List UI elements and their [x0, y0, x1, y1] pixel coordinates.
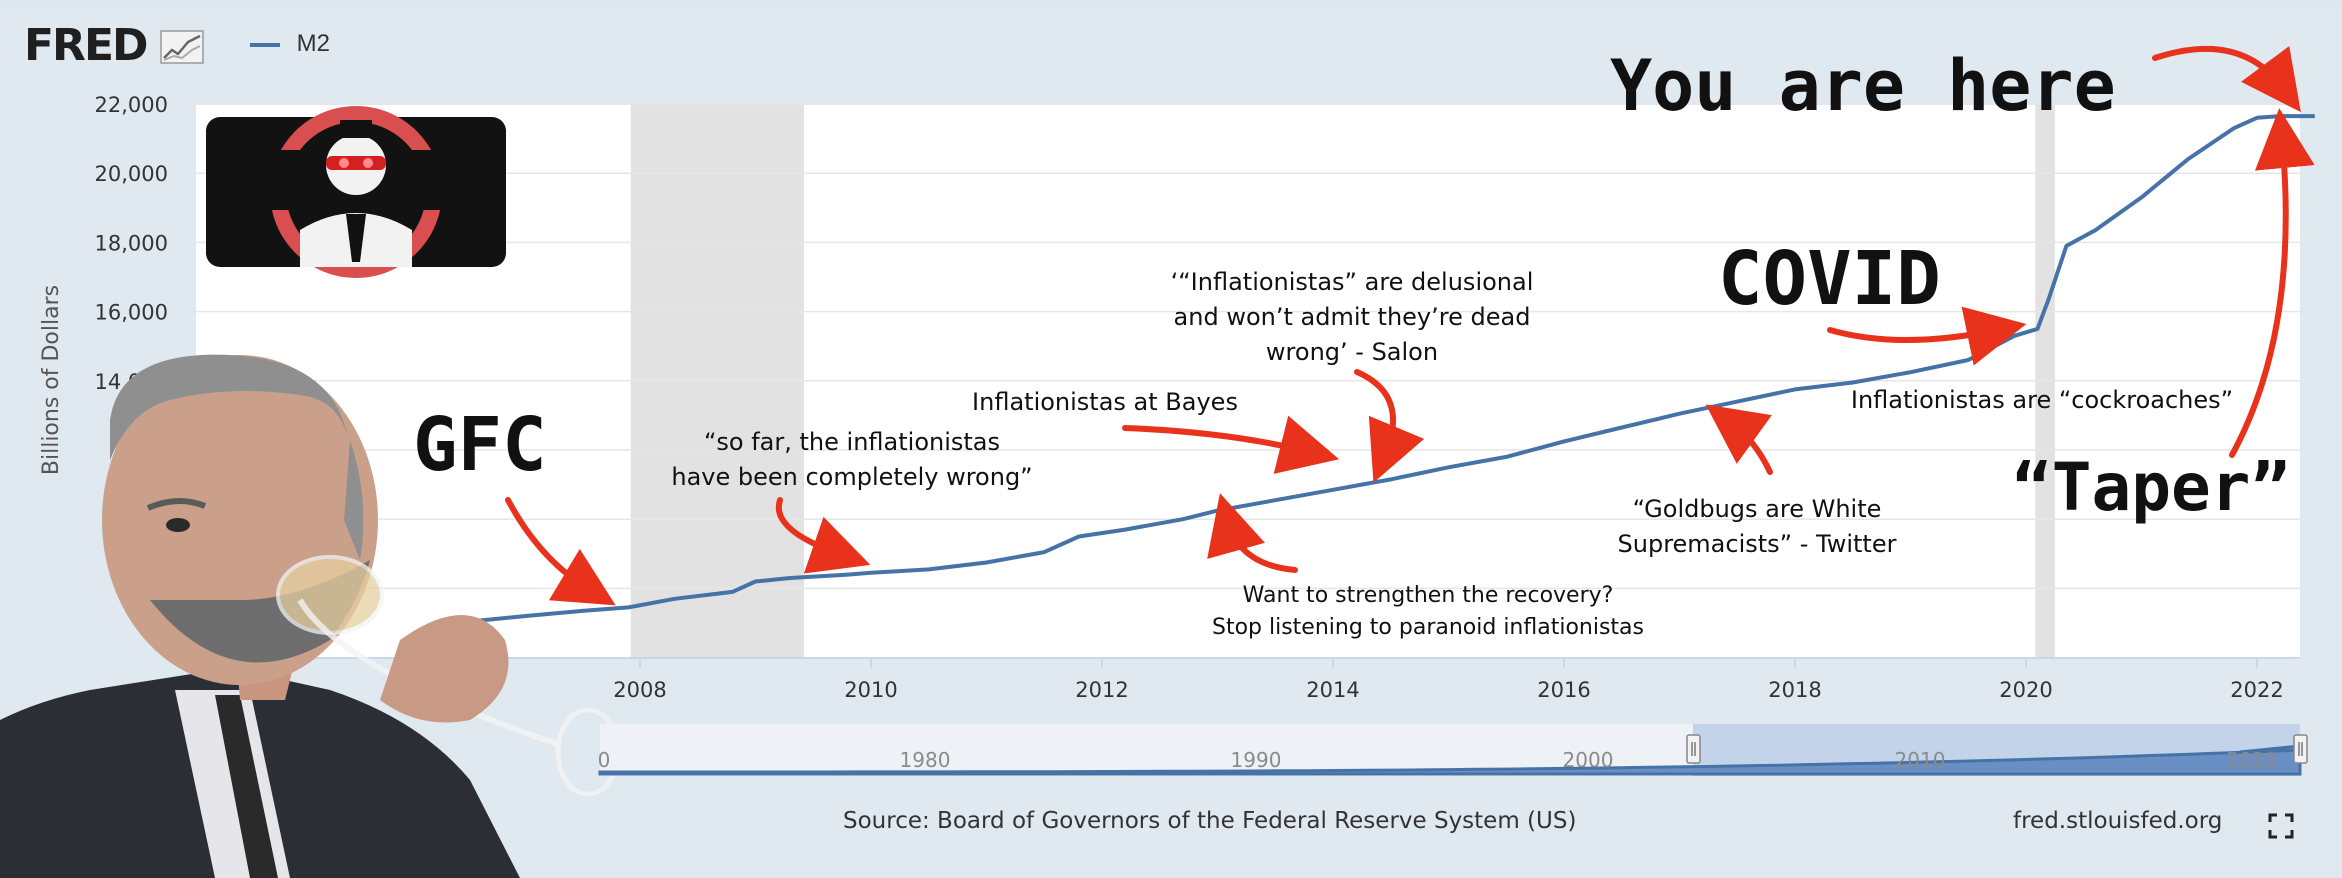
arrow-paranoid: [1207, 493, 1298, 573]
annotation-paranoid-line-1: Want to strengthen the recovery?: [1243, 583, 1614, 608]
annotation-gfc: GFC: [413, 402, 547, 488]
annotation-so-far: “so far, the inflationistas have been co…: [671, 428, 1032, 491]
annotation-salon-line-2: and won’t admit they’re dead: [1174, 303, 1531, 331]
y-tick-label: 16,000: [95, 301, 168, 325]
navigator-tick-1980: 1980: [900, 748, 951, 772]
source-note: Source: Board of Governors of the Federa…: [843, 808, 1577, 834]
y-axis-label: Billions of Dollars: [39, 285, 64, 475]
navigator-tick-1990: 1990: [1231, 748, 1282, 772]
arrow-covid: [1827, 306, 2027, 366]
arrow-salon: [1354, 369, 1425, 483]
navigator-handle-right[interactable]: [2293, 734, 2308, 764]
sparkline-chart-icon: [160, 30, 204, 64]
navigator-tick-2000: 2000: [1563, 748, 1614, 772]
arrow-goldbugs: [1705, 404, 1773, 475]
x-tick-label: 2008: [613, 678, 666, 702]
annotation-salon-line-3: wrong’ - Salon: [1266, 338, 1438, 366]
masked-figure-logo: [206, 106, 506, 278]
navigator-handle-left[interactable]: [1686, 734, 1701, 764]
arrow-bayes: [1122, 415, 1340, 474]
x-tick-label: 2018: [1768, 678, 1821, 702]
legend[interactable]: M2: [250, 30, 330, 58]
fullscreen-icon[interactable]: [2268, 813, 2294, 839]
annotation-here: You are here: [1610, 45, 2116, 127]
y-tick-label: 22,000: [95, 93, 168, 117]
top-strip: [0, 0, 2342, 6]
x-tick-label: 2012: [1075, 678, 1128, 702]
legend-label: M2: [296, 30, 331, 57]
x-tick-label: 2020: [1999, 678, 2052, 702]
site-link[interactable]: fred.stlouisfed.org: [2013, 808, 2223, 834]
annotation-bayes: Inflationistas at Bayes: [972, 388, 1238, 416]
x-tick-label: 2016: [1537, 678, 1590, 702]
fred-logo[interactable]: FRED: [24, 20, 204, 71]
arrow-taper: [2229, 108, 2315, 458]
annotation-salon: ‘“Inflationistas” are delusional and won…: [1171, 268, 1534, 366]
annotation-paranoid: Want to strengthen the recovery? Stop li…: [1212, 583, 1644, 640]
navigator-tick-2010: 2010: [1895, 748, 1946, 772]
annotation-so-far-line-1: “so far, the inflationistas: [704, 428, 1000, 456]
annotation-goldbugs-line-1: “Goldbugs are White: [1633, 495, 1882, 523]
annotation-cockroaches: Inflationistas are “cockroaches”: [1851, 386, 2233, 414]
series-line-m2[interactable]: [455, 114, 2315, 625]
arrow-here: [2152, 45, 2301, 113]
legend-swatch: [250, 42, 280, 47]
x-tick-label: 2010: [844, 678, 897, 702]
x-tick-label: 2022: [2230, 678, 2283, 702]
annotation-so-far-line-2: have been completely wrong”: [671, 463, 1032, 491]
annotation-paranoid-line-2: Stop listening to paranoid inflationista…: [1212, 615, 1644, 640]
navigator-tick-2020: 2020: [2227, 748, 2278, 772]
annotation-taper: “Taper”: [2012, 449, 2290, 526]
arrow-gfc: [505, 497, 616, 606]
y-tick-label: 20,000: [95, 162, 168, 186]
annotation-goldbugs: “Goldbugs are White Supremacists” - Twit…: [1618, 495, 1897, 558]
man-drinking-wine-photo: [0, 354, 621, 878]
x-tick-label: 2014: [1306, 678, 1359, 702]
annotation-covid: COVID: [1718, 236, 1941, 322]
y-tick-label: 18,000: [95, 231, 168, 255]
navigator-tick-partial: 0: [598, 748, 611, 772]
navigator-series-line: [598, 744, 2302, 776]
annotation-salon-line-1: ‘“Inflationistas” are delusional: [1171, 268, 1534, 296]
arrow-so-far: [775, 497, 871, 574]
annotation-goldbugs-line-2: Supremacists” - Twitter: [1618, 530, 1897, 558]
time-navigator[interactable]: 0 1980 1990 2000 2010 2020: [598, 724, 2308, 776]
